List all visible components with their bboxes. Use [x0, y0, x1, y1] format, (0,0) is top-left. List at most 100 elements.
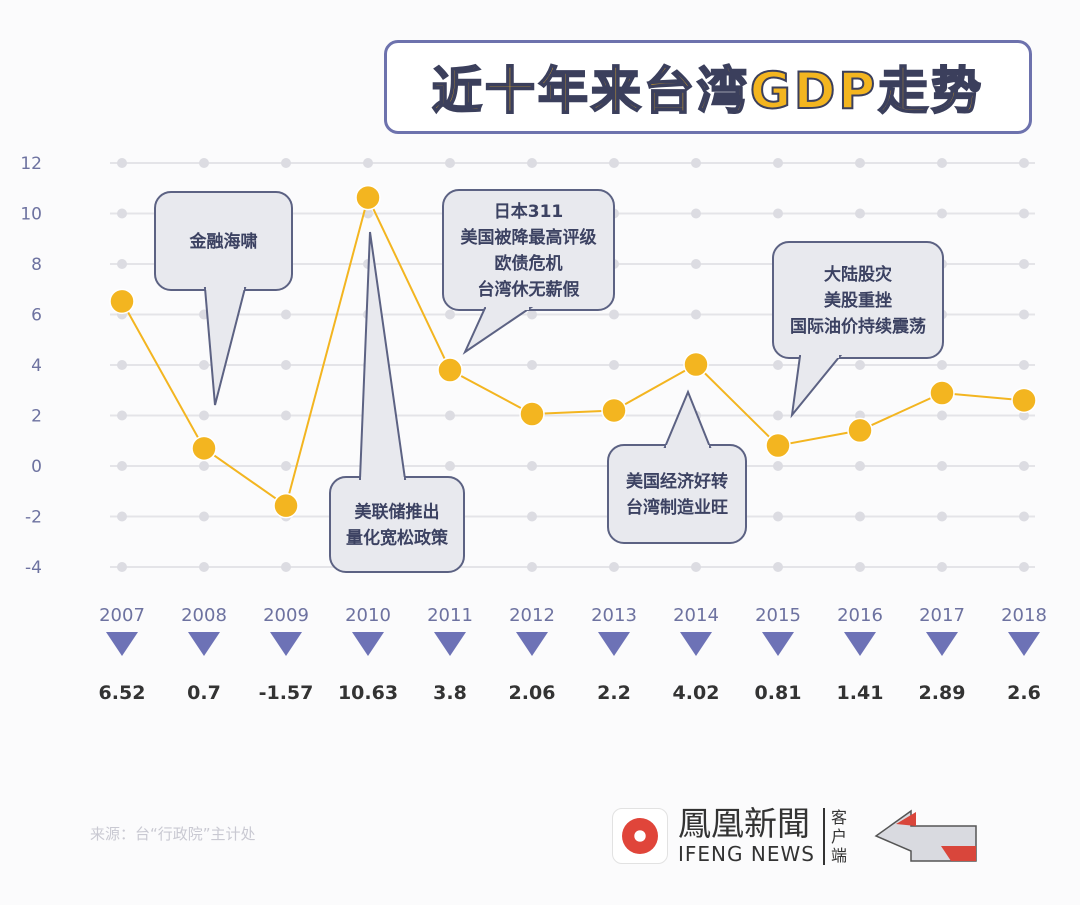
y-tick-label: 0 [31, 457, 42, 477]
annotation-text: 日本311 [494, 201, 564, 222]
data-point [1011, 387, 1037, 414]
grid-dot [281, 158, 291, 168]
grid-dot [1019, 360, 1029, 370]
triangle-marker [926, 632, 958, 656]
annotation-text: 美联储推出 [355, 502, 440, 523]
grid-dot [937, 158, 947, 168]
grid-dot [773, 562, 783, 572]
grid-dot [855, 360, 865, 370]
grid-dot [117, 158, 127, 168]
value-label: 2.2 [597, 682, 631, 704]
triangle-marker [106, 632, 138, 656]
data-point [355, 184, 381, 211]
y-tick-label: -2 [25, 508, 42, 528]
grid-dot [117, 410, 127, 421]
grid-dot [527, 562, 537, 572]
data-point [601, 397, 627, 424]
grid-dot [117, 360, 127, 370]
data-point [519, 401, 545, 427]
grid-dot [937, 511, 947, 522]
grid-dot [855, 158, 865, 168]
y-tick-label: 2 [31, 407, 42, 427]
value-label: 0.81 [755, 682, 802, 704]
grid-dot [117, 208, 127, 219]
grid-dot [691, 259, 701, 269]
triangle-marker [516, 632, 548, 656]
annotation-bubble: 金融海啸 [154, 191, 293, 406]
grid-dot [117, 461, 127, 471]
bubble-tail [358, 231, 407, 480]
bubble-tail [790, 355, 843, 419]
bubble-box [607, 444, 747, 544]
grid-dot [1019, 410, 1029, 421]
value-label: 6.52 [99, 682, 146, 704]
annotation-text: 欧债危机 [495, 253, 563, 274]
logo-en: IFENG NEWS [678, 842, 815, 866]
grid-dot [117, 562, 127, 572]
y-tick-label: 4 [31, 356, 42, 376]
grid-dot [445, 158, 455, 168]
data-point [191, 435, 217, 462]
grid-dot [445, 461, 455, 471]
gdp-line [121, 194, 1025, 508]
grid-dot [363, 158, 373, 168]
grid-dot [363, 208, 373, 219]
grid-dot [773, 158, 783, 168]
triangle-marker [270, 632, 302, 656]
grid-dot [773, 410, 783, 421]
grid-dot [1019, 158, 1029, 168]
triangle-marker [434, 632, 466, 656]
logo-cn: 鳳凰新聞 [678, 804, 810, 843]
y-tick-label: 8 [31, 255, 42, 275]
year-label: 2015 [755, 605, 801, 626]
triangle-marker [188, 632, 220, 656]
grid-dot [281, 410, 291, 421]
grid-dot [773, 461, 783, 471]
grid-dot [199, 158, 209, 168]
bubble-tail [203, 287, 247, 406]
grid-dot [1019, 259, 1029, 269]
data-point [437, 357, 463, 383]
grid-dot [281, 562, 291, 572]
grid-dot [281, 309, 291, 320]
annotation-text: 金融海啸 [189, 231, 258, 252]
grid-dot [1019, 309, 1029, 320]
year-label: 2010 [345, 605, 391, 626]
triangle-marker [352, 632, 384, 656]
grid-dot [773, 208, 783, 219]
grid-dot [117, 511, 127, 522]
grid-dot [199, 511, 209, 522]
grid-dot [527, 360, 537, 370]
y-tick-label: 6 [31, 306, 42, 326]
grid-dot [855, 461, 865, 471]
grid-dot [855, 511, 865, 522]
title-box: 近十年来台湾GDP走势 [384, 40, 1032, 134]
year-label: 2018 [1001, 605, 1047, 626]
bubble-box [772, 241, 944, 359]
year-label: 2016 [837, 605, 883, 626]
data-point [109, 288, 135, 315]
value-label: 1.41 [837, 682, 884, 704]
triangle-marker [762, 632, 794, 656]
data-point [683, 351, 709, 378]
annotation-text: 量化宽松政策 [346, 528, 449, 549]
grid-dot [855, 208, 865, 219]
grid-dot [691, 562, 701, 572]
grid-dot [691, 309, 701, 320]
y-tick-label: -4 [25, 558, 42, 578]
year-label: 2014 [673, 605, 719, 626]
year-label: 2011 [427, 605, 473, 626]
grid-dot [527, 158, 537, 168]
annotation-text: 美国经济好转 [626, 471, 728, 492]
value-label: -1.57 [259, 682, 314, 704]
bubble-box [329, 476, 465, 573]
grid-dot [1019, 208, 1029, 219]
bubble-tail [663, 389, 712, 448]
annotation-text: 大陆股灾 [824, 264, 893, 285]
value-label: 0.7 [187, 682, 221, 704]
triangle-marker [1008, 632, 1040, 656]
